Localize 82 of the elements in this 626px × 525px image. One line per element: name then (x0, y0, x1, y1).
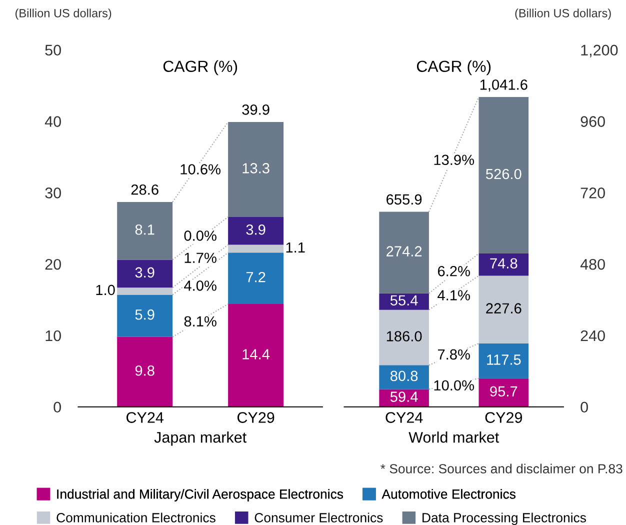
annotation: 4.0% (184, 280, 216, 291)
total-label: 39.9 (242, 104, 270, 115)
bar (478, 378, 529, 407)
annotation: 1.7% (184, 252, 216, 263)
annotation: 10.6% (180, 164, 220, 174)
legend-label: Automotive Electronics (382, 489, 516, 499)
data-label: 117.5 (487, 354, 521, 365)
x-tick-label: CY24 (126, 412, 164, 423)
x-tick-label: CY29 (485, 412, 522, 423)
bar (117, 202, 173, 260)
bar (117, 260, 173, 288)
annotation: 6.2% (438, 266, 470, 276)
data-label: 227.6 (486, 303, 522, 314)
bar (117, 288, 173, 295)
annotation: 4.1% (438, 290, 470, 300)
bar (478, 97, 529, 254)
y-tick-label: 0 (54, 402, 61, 413)
bar (228, 122, 284, 217)
y-tick-label: 0 (580, 402, 588, 413)
annotation: 0.0% (184, 230, 216, 241)
data-label: 186.0 (386, 331, 422, 342)
data-label: 59.4 (390, 392, 418, 402)
data-label: 55.4 (390, 295, 418, 306)
bar (379, 310, 429, 366)
y-tick-label: 20 (45, 258, 61, 270)
bar (379, 389, 429, 407)
data-label: 14.4 (242, 349, 270, 360)
y-tick-label: 720 (580, 188, 605, 198)
y-tick-label: 1,200 (581, 44, 618, 58)
legend-label: Data Processing Electronics (422, 512, 586, 525)
bar (228, 304, 284, 407)
bar (379, 212, 429, 294)
annotation: 13.9% (434, 154, 474, 166)
y-tick-label: 480 (580, 258, 605, 270)
bar (228, 252, 284, 304)
annotation: CAGR (%) (416, 60, 491, 76)
data-label: 3.9 (135, 267, 154, 278)
data-label: 1.0 (96, 284, 115, 296)
text: * Source: Sources and disclaimer on P.83 (380, 464, 622, 474)
x-tick-label: CY24 (386, 412, 423, 423)
bar (228, 244, 284, 253)
annotation: 10.0% (434, 380, 474, 391)
legend-label: Consumer Electronics (254, 512, 383, 522)
y-tick-label: 40 (44, 116, 61, 127)
x-axis-title: Japan market (154, 432, 246, 446)
total-label: 655.9 (386, 194, 422, 205)
data-label: 1.1 (286, 242, 305, 252)
x-tick-label: CY29 (237, 412, 274, 423)
data-label: 13.3 (242, 163, 270, 174)
total-label: 1,041.6 (480, 80, 528, 92)
data-label: 7.2 (246, 272, 266, 282)
annotation: 8.1% (184, 316, 216, 327)
bar (379, 293, 429, 310)
y-axis-title: (Billion US dollars) (515, 8, 611, 20)
y-tick-label: 50 (45, 44, 61, 56)
annotation: CAGR (%) (163, 60, 238, 76)
data-label: 526.0 (486, 168, 522, 180)
data-label: 274.2 (386, 246, 422, 256)
data-label: 80.8 (390, 370, 418, 382)
y-tick-label: 960 (580, 116, 605, 127)
data-label: 3.9 (246, 224, 266, 235)
data-label: 95.7 (490, 386, 518, 397)
x-axis-title: World market (408, 432, 500, 443)
legend-label: Communication Electronics (56, 512, 216, 522)
bar (478, 343, 529, 378)
bar (228, 216, 284, 245)
bar (478, 276, 529, 344)
y-tick-label: 10 (46, 330, 61, 342)
bar (117, 294, 173, 337)
data-label: 74.8 (490, 258, 518, 269)
y-axis-title: (Billion US dollars) (16, 8, 112, 20)
y-tick-label: 30 (45, 188, 61, 198)
data-label: 8.1 (135, 224, 154, 235)
bar (379, 365, 429, 390)
total-label: 28.6 (131, 184, 158, 195)
legend-label: Industrial and Military/Civil Aerospace Electronics (57, 489, 344, 502)
y-tick-label: 240 (580, 330, 605, 342)
bar (478, 253, 529, 276)
bar (117, 336, 173, 407)
annotation: 7.8% (438, 349, 470, 360)
data-label: 5.9 (135, 309, 154, 320)
data-label: 9.8 (135, 365, 154, 376)
